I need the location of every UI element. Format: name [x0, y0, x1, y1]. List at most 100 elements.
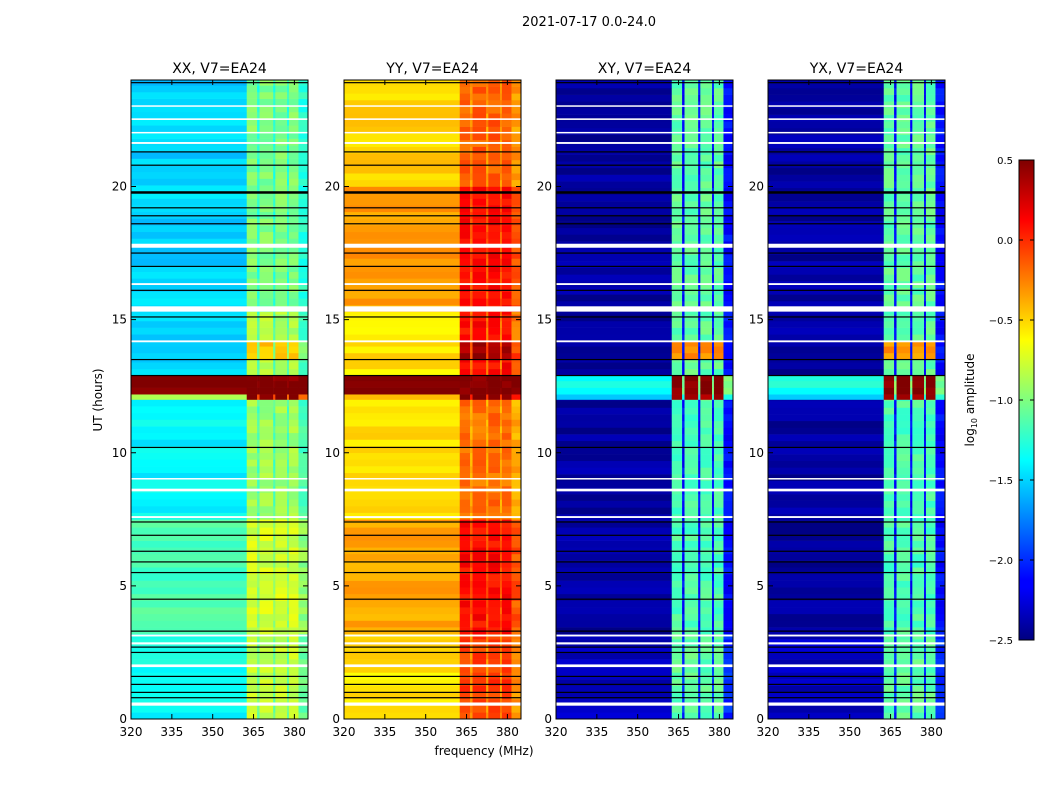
heatmap-cell [768, 600, 885, 608]
heatmap-cell [671, 247, 683, 255]
heatmap-cell [712, 560, 715, 568]
heatmap-cell [472, 119, 487, 127]
heatmap-cell [768, 593, 885, 601]
blank-row-line [344, 550, 521, 552]
heatmap-cell [298, 412, 309, 420]
heatmap-cell [713, 613, 724, 621]
heatmap-cell [912, 274, 925, 282]
heatmap-cell [925, 247, 936, 255]
heatmap-cell [556, 261, 673, 269]
heatmap-cell [894, 480, 897, 488]
heatmap-cell [682, 665, 685, 673]
heatmap-cell [682, 274, 685, 282]
blank-row-line [131, 374, 308, 377]
heatmap-cell [511, 352, 522, 360]
heatmap-cell [935, 267, 946, 275]
heatmap-cell [501, 472, 512, 480]
heatmap-cell [894, 507, 897, 515]
heatmap-cell [924, 154, 927, 162]
heatmap-cell [700, 540, 713, 548]
heatmap-cell [910, 267, 913, 275]
heatmap-cell [935, 207, 946, 215]
heatmap-cell [935, 613, 946, 621]
heatmap-cell [556, 81, 673, 89]
heatmap-cell [894, 447, 897, 455]
x-tick-label: 380 [283, 725, 306, 739]
heatmap-cell [131, 359, 248, 363]
heatmap-cell [259, 452, 274, 460]
heatmap-cell [287, 311, 290, 315]
heatmap-cell [883, 314, 895, 322]
heatmap-cell [698, 81, 701, 89]
heatmap-cell [486, 231, 489, 239]
heatmap-cell [712, 274, 715, 282]
heatmap-cell [700, 394, 713, 400]
heatmap-cell [700, 247, 713, 255]
heatmap-cell [131, 311, 248, 315]
heatmap-cell [713, 427, 724, 435]
heatmap-cell [500, 186, 503, 193]
heatmap-cell [273, 245, 276, 253]
heatmap-cell [501, 452, 512, 460]
heatmap-cell [288, 527, 299, 535]
heatmap-cell [501, 218, 512, 226]
heatmap-cell [682, 181, 685, 189]
heatmap-cell [287, 426, 290, 434]
heatmap-cell [246, 111, 258, 119]
heatmap-cell [472, 665, 487, 673]
heatmap-cell [671, 587, 683, 595]
blank-row-line [344, 215, 521, 217]
heatmap-cell [883, 593, 895, 601]
heatmap-cell [298, 600, 309, 608]
heatmap-cell [246, 91, 258, 99]
heatmap-cell [925, 81, 936, 89]
heatmap-cell [287, 91, 290, 99]
heatmap-cell [924, 607, 927, 615]
heatmap-cell [698, 454, 701, 462]
heatmap-cell [723, 692, 734, 700]
heatmap-cell [486, 251, 489, 259]
heatmap-cell [131, 352, 248, 360]
heatmap-cell [511, 119, 522, 127]
x-tick-label: 365 [242, 725, 265, 739]
heatmap-cell [723, 560, 734, 568]
heatmap-cell [682, 407, 685, 415]
heatmap-cell [684, 167, 699, 175]
heatmap-cell [896, 334, 911, 342]
heatmap-cell [700, 334, 713, 342]
heatmap-cell [671, 254, 683, 262]
heatmap-cell [288, 613, 299, 621]
heatmap-cell [459, 607, 471, 615]
heatmap-cell [511, 573, 522, 581]
heatmap-cell [257, 105, 260, 113]
heatmap-cell [671, 507, 683, 515]
heatmap-cell [486, 659, 489, 667]
heatmap-cell [682, 134, 685, 142]
heatmap-cell [925, 362, 936, 370]
heatmap-cell [924, 359, 927, 363]
heatmap-cell [698, 685, 701, 693]
heatmap-cell [671, 261, 683, 269]
heatmap-cell [275, 492, 288, 500]
heatmap-cell [912, 380, 925, 388]
heatmap-cell [470, 153, 473, 161]
heatmap-cell [910, 334, 913, 342]
heatmap-cell [713, 387, 724, 395]
heatmap-cell [470, 459, 473, 467]
heatmap-cell [131, 191, 248, 199]
heatmap-cell [682, 234, 685, 242]
heatmap-cell [500, 613, 503, 621]
heatmap-cell [500, 466, 503, 474]
heatmap-cell [768, 87, 885, 95]
heatmap-cell [723, 261, 734, 269]
heatmap-cell [288, 165, 299, 173]
heatmap-cell [723, 80, 734, 82]
heatmap-cell [246, 587, 258, 595]
heatmap-cell [713, 267, 724, 275]
heatmap-cell [896, 580, 911, 588]
heatmap-cell [912, 645, 925, 653]
heatmap-cell [486, 466, 489, 474]
heatmap-cell [682, 685, 685, 693]
heatmap-cell [259, 652, 274, 660]
flagged-row [131, 118, 308, 120]
